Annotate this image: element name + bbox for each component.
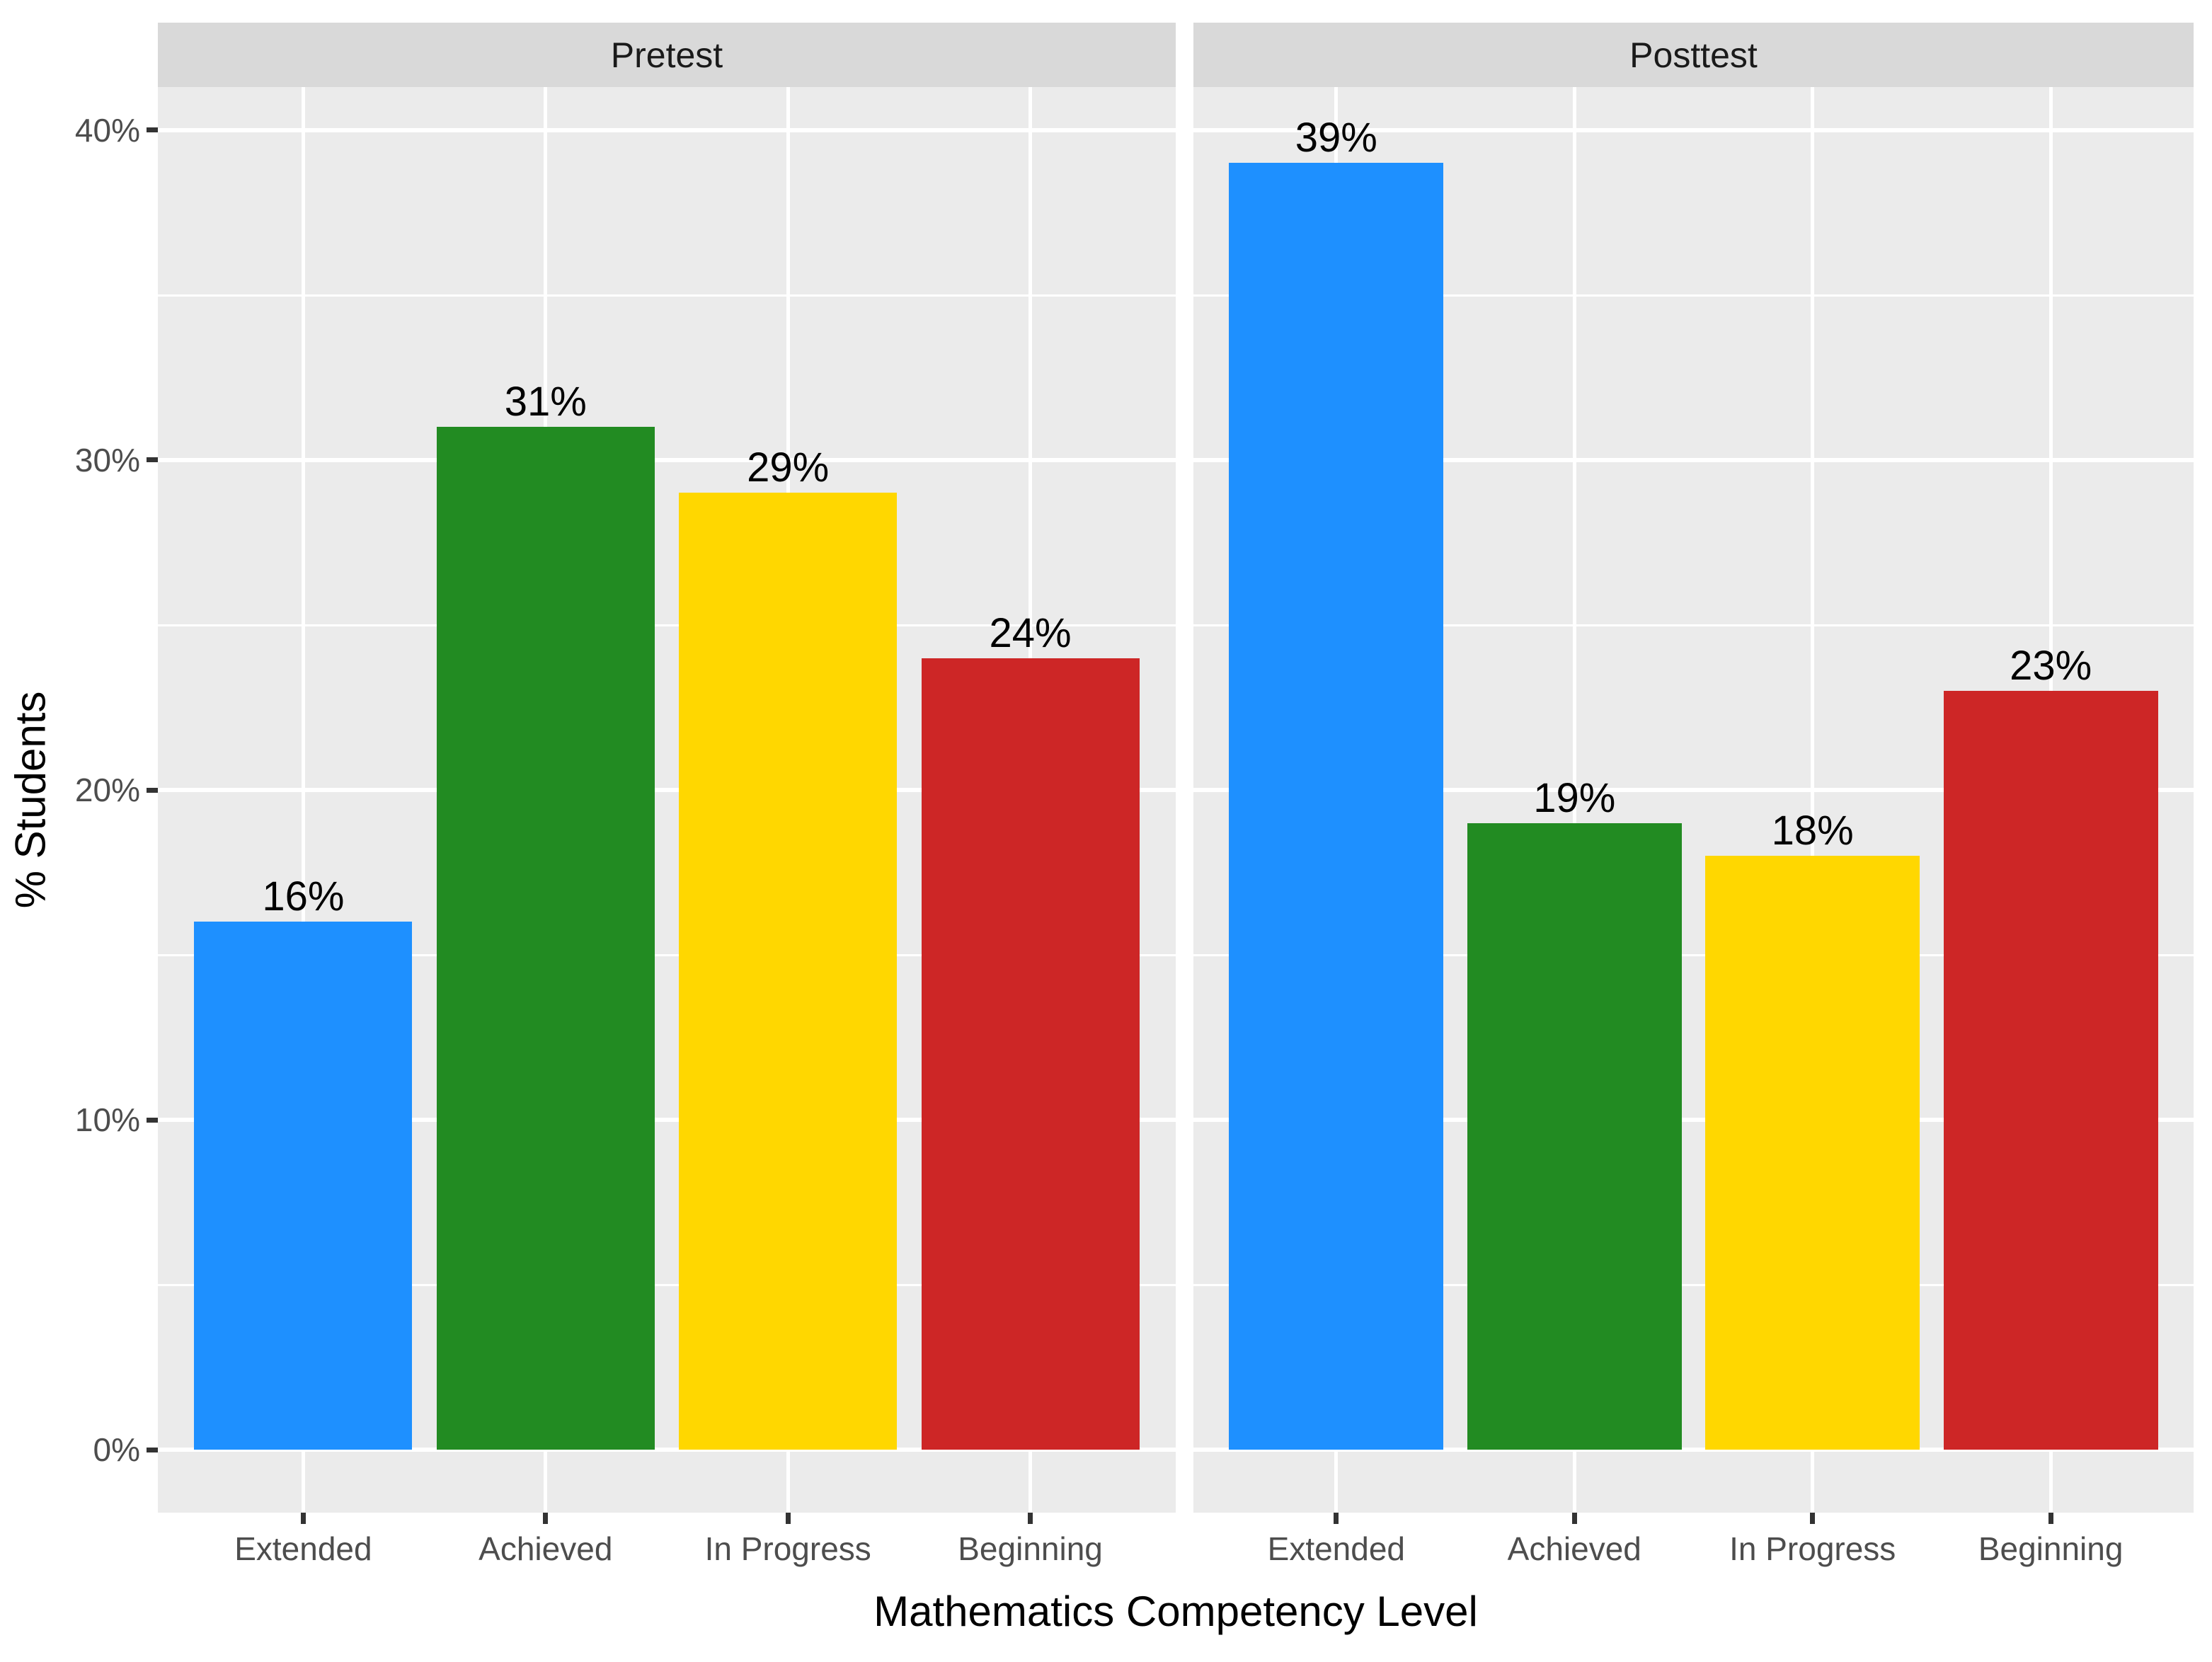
- gridline-major-30: [158, 457, 1176, 462]
- gridline-major-0: [1193, 1448, 2194, 1452]
- bar-value-label-posttest-beginning: 23%: [2010, 643, 2092, 689]
- x-axis-tick-label-pretest-in-progress: In Progress: [704, 1530, 871, 1567]
- facet-strip-pretest: Pretest: [158, 23, 1176, 87]
- x-axis-title: Mathematics Competency Level: [873, 1588, 1478, 1635]
- x-axis-tick-label-posttest-achieved: Achieved: [1507, 1530, 1641, 1567]
- gridline-minor-25: [1193, 624, 2194, 626]
- gridline-major-0: [158, 1448, 1176, 1452]
- x-axis-tick-mark-extended: [300, 1513, 306, 1524]
- gridline-major-20: [158, 788, 1176, 792]
- x-axis-tick-label-pretest-extended: Extended: [234, 1530, 372, 1567]
- bar-posttest-in-progress: [1705, 856, 1920, 1450]
- bar-value-label-posttest-extended: 39%: [1295, 115, 1377, 161]
- gridline-minor-35: [158, 294, 1176, 297]
- gridline-major-40: [158, 127, 1176, 132]
- facet-strip-posttest: Posttest: [1193, 23, 2194, 87]
- gridline-category-extended: [301, 87, 305, 1513]
- x-axis-tick-mark-in-progress: [1810, 1513, 1816, 1524]
- bar-posttest-achieved: [1467, 823, 1682, 1450]
- bar-value-label-pretest-in-progress: 29%: [747, 445, 830, 491]
- x-axis-tick-label-posttest-in-progress: In Progress: [1729, 1530, 1896, 1567]
- y-axis-tick-label-10: 10%: [74, 1101, 140, 1139]
- facet-strip-label: Pretest: [610, 35, 723, 75]
- x-axis-tick-mark-beginning: [2048, 1513, 2053, 1524]
- bar-posttest-extended: [1229, 163, 1444, 1450]
- bar-value-label-posttest-achieved: 19%: [1533, 774, 1616, 821]
- x-axis-tick-label-posttest-beginning: Beginning: [1978, 1530, 2124, 1567]
- gridline-minor-5: [158, 1284, 1176, 1287]
- facet-strip-label: Posttest: [1629, 35, 1758, 75]
- bar-pretest-achieved: [436, 427, 655, 1450]
- gridline-major-10: [158, 1118, 1176, 1123]
- y-axis-tick-mark-20: [147, 787, 158, 793]
- gridline-major-30: [1193, 457, 2194, 462]
- x-axis-tick-label-pretest-beginning: Beginning: [958, 1530, 1103, 1567]
- facet-panel-posttest: [1193, 87, 2194, 1513]
- gridline-minor-25: [158, 624, 1176, 626]
- y-axis-tick-mark-10: [147, 1117, 158, 1123]
- gridline-major-10: [1193, 1118, 2194, 1123]
- gridline-minor-35: [1193, 294, 2194, 297]
- y-axis-tick-label-30: 30%: [74, 441, 140, 478]
- y-axis-tick-mark-30: [147, 457, 158, 463]
- bar-pretest-extended: [194, 922, 413, 1450]
- y-axis-tick-mark-40: [147, 127, 158, 133]
- y-axis-tick-label-20: 20%: [74, 772, 140, 808]
- y-axis-tick-mark-0: [147, 1447, 158, 1452]
- gridline-major-40: [1193, 127, 2194, 132]
- x-axis-tick-mark-achieved: [543, 1513, 549, 1524]
- gridline-minor-15: [158, 954, 1176, 957]
- gridline-minor-15: [1193, 954, 2194, 957]
- bar-pretest-beginning: [921, 658, 1140, 1450]
- bar-posttest-beginning: [1943, 691, 2158, 1450]
- gridline-minor-5: [1193, 1284, 2194, 1287]
- x-axis-tick-mark-in-progress: [785, 1513, 791, 1524]
- bar-value-label-pretest-achieved: 31%: [504, 379, 587, 425]
- bar-value-label-posttest-in-progress: 18%: [1771, 808, 1854, 854]
- y-axis-tick-label-40: 40%: [74, 111, 140, 149]
- y-axis-tick-label-0: 0%: [93, 1431, 140, 1469]
- bar-value-label-pretest-extended: 16%: [262, 873, 345, 920]
- gridline-category-in-progress: [1811, 87, 1815, 1513]
- gridline-category-achieved: [1572, 87, 1576, 1513]
- x-axis-tick-label-posttest-extended: Extended: [1267, 1530, 1406, 1567]
- bar-pretest-in-progress: [679, 493, 898, 1450]
- x-axis-tick-label-pretest-achieved: Achieved: [478, 1530, 613, 1567]
- bar-value-label-pretest-beginning: 24%: [989, 609, 1072, 656]
- facet-panel-pretest: [158, 87, 1176, 1513]
- x-axis-tick-mark-extended: [1334, 1513, 1339, 1524]
- gridline-major-20: [1193, 788, 2194, 792]
- x-axis-tick-mark-beginning: [1028, 1513, 1033, 1524]
- x-axis-tick-mark-achieved: [1571, 1513, 1577, 1524]
